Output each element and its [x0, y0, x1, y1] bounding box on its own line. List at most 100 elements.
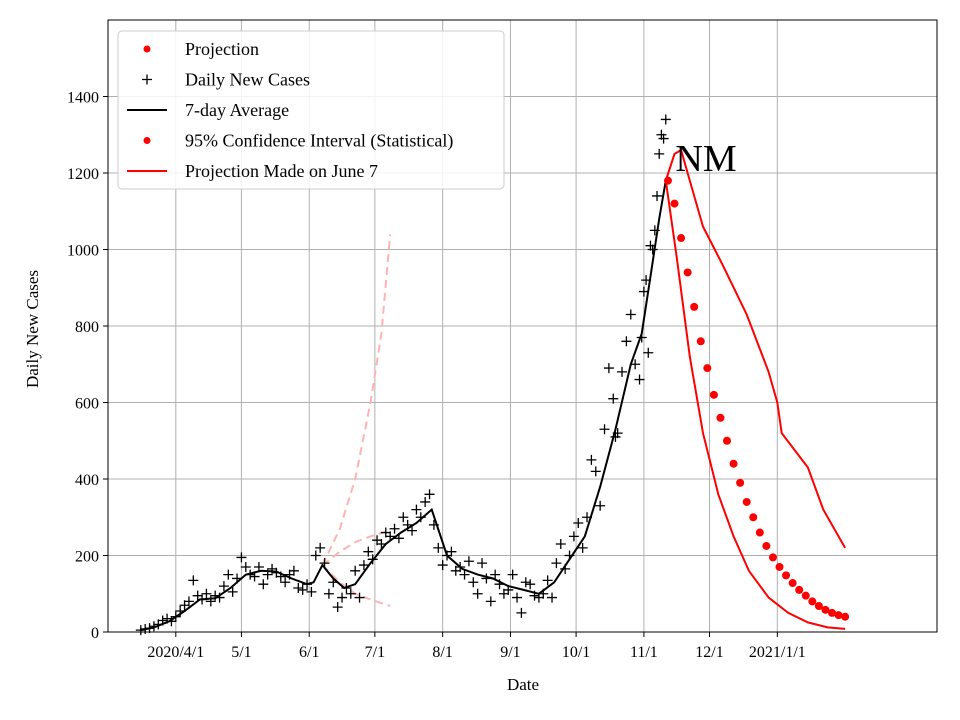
daily-case-marker: [223, 569, 234, 580]
projection-dot: [834, 611, 843, 620]
daily-case-marker: [547, 592, 558, 603]
projection-dot: [814, 601, 823, 610]
projection-dot: [808, 597, 817, 606]
daily-case-marker: [258, 579, 269, 590]
legend-box: [117, 30, 505, 190]
daily-case-marker: [345, 588, 356, 599]
daily-case-marker: [310, 550, 321, 561]
legend-label: Projection: [185, 39, 259, 59]
daily-case-marker: [183, 596, 194, 607]
projection-dot: [703, 364, 712, 373]
daily-case-marker: [323, 588, 334, 599]
y-tick-label: 0: [91, 625, 99, 642]
daily-case-marker: [358, 560, 369, 571]
daily-case-marker: [463, 556, 474, 567]
daily-case-marker: [520, 577, 531, 588]
daily-case-marker: [350, 565, 361, 576]
state-annotation: NM: [675, 138, 736, 180]
daily-case-marker: [240, 561, 251, 572]
daily-case-marker: [603, 363, 614, 374]
daily-case-marker: [437, 560, 448, 571]
daily-case-marker: [507, 569, 518, 580]
daily-case-marker: [218, 581, 229, 592]
daily-case-marker: [643, 347, 654, 358]
daily-case-marker: [201, 588, 212, 599]
projection-dot: [690, 302, 699, 311]
daily-case-marker: [354, 592, 365, 603]
daily-case-marker: [236, 552, 247, 563]
projection-dot: [723, 436, 732, 445]
legend-dot-icon: [143, 45, 151, 53]
daily-case-marker: [332, 602, 343, 613]
daily-case-marker: [424, 489, 435, 500]
projection-dot: [788, 579, 797, 588]
daily-case-marker: [420, 496, 431, 507]
daily-case-marker: [617, 366, 628, 377]
daily-case-marker: [660, 114, 671, 125]
axes: 2020/4/1 5/1 6/1 7/1 8/1 9/1 10/1 11/1 12/1 2021/…: [67, 19, 938, 661]
plot-frame: [107, 19, 938, 633]
y-axis-title: Daily New Cases: [23, 270, 42, 388]
legend-label: 95% Confidence Interval (Statistical): [185, 131, 453, 152]
projection-dot: [749, 513, 758, 522]
projection-dot: [742, 497, 751, 506]
daily-case-marker: [490, 569, 501, 580]
daily-case-marker: [555, 539, 566, 550]
projection-dot: [828, 608, 837, 617]
confidence-interval-line: [664, 148, 846, 549]
daily-case-marker: [468, 577, 479, 588]
legend: Projection Daily New Cases 7-day Average 95…: [117, 30, 505, 190]
confidence-interval-line: [664, 180, 846, 630]
daily-case-marker: [485, 596, 496, 607]
daily-case-marker: [188, 575, 199, 586]
june7-projection-line: [321, 529, 391, 566]
y-tick-label: 600: [75, 396, 99, 413]
daily-case-marker: [551, 558, 562, 569]
y-tick-label: 1200: [67, 166, 99, 183]
projection-dot: [729, 459, 738, 468]
daily-case-marker: [568, 531, 579, 542]
y-tick-label: 400: [75, 472, 99, 489]
legend-label: Daily New Cases: [185, 70, 310, 90]
daily-case-marker: [645, 240, 656, 251]
projection-dot: [709, 390, 718, 399]
projection-dot: [755, 528, 764, 537]
daily-case-marker: [595, 500, 606, 511]
x-tick-label: 8/1: [432, 644, 452, 661]
daily-case-marker: [288, 565, 299, 576]
y-tick-label: 200: [75, 549, 99, 566]
daily-case-marker: [658, 133, 669, 144]
daily-case-marker: [459, 569, 470, 580]
x-tick-label: 6/1: [299, 644, 319, 661]
x-tick-label: 12/1: [695, 644, 723, 661]
x-tick-label: 2021/1/1: [749, 644, 806, 661]
x-tick-label: 5/1: [231, 644, 251, 661]
daily-case-marker: [297, 584, 308, 595]
daily-case-marker: [407, 525, 418, 536]
x-tick-label: 9/1: [500, 644, 520, 661]
y-tick-label: 1400: [67, 90, 99, 107]
projection-dot: [782, 571, 791, 580]
daily-case-marker: [654, 148, 665, 159]
projection-dot: [795, 585, 804, 594]
daily-case-marker: [573, 517, 584, 528]
daily-case-marker: [389, 523, 400, 534]
y-tick-label: 1000: [67, 243, 99, 260]
daily-case-marker: [586, 454, 597, 465]
daily-case-marker: [621, 336, 632, 347]
legend-plus-icon: [142, 74, 152, 85]
legend-label: Projection Made on June 7: [185, 161, 378, 181]
legend-label: 7-day Average: [185, 100, 289, 120]
june7-projection-line: [321, 234, 392, 566]
y-tick-label: 800: [75, 319, 99, 336]
daily-case-marker: [227, 586, 238, 597]
daily-case-marker: [446, 546, 457, 557]
projection-dot: [762, 541, 771, 550]
daily-case-marker: [625, 309, 636, 320]
projection-dot: [716, 413, 725, 422]
daily-case-marker: [363, 546, 374, 557]
daily-case-marker: [398, 512, 409, 523]
x-axis-title: Date: [507, 675, 539, 694]
